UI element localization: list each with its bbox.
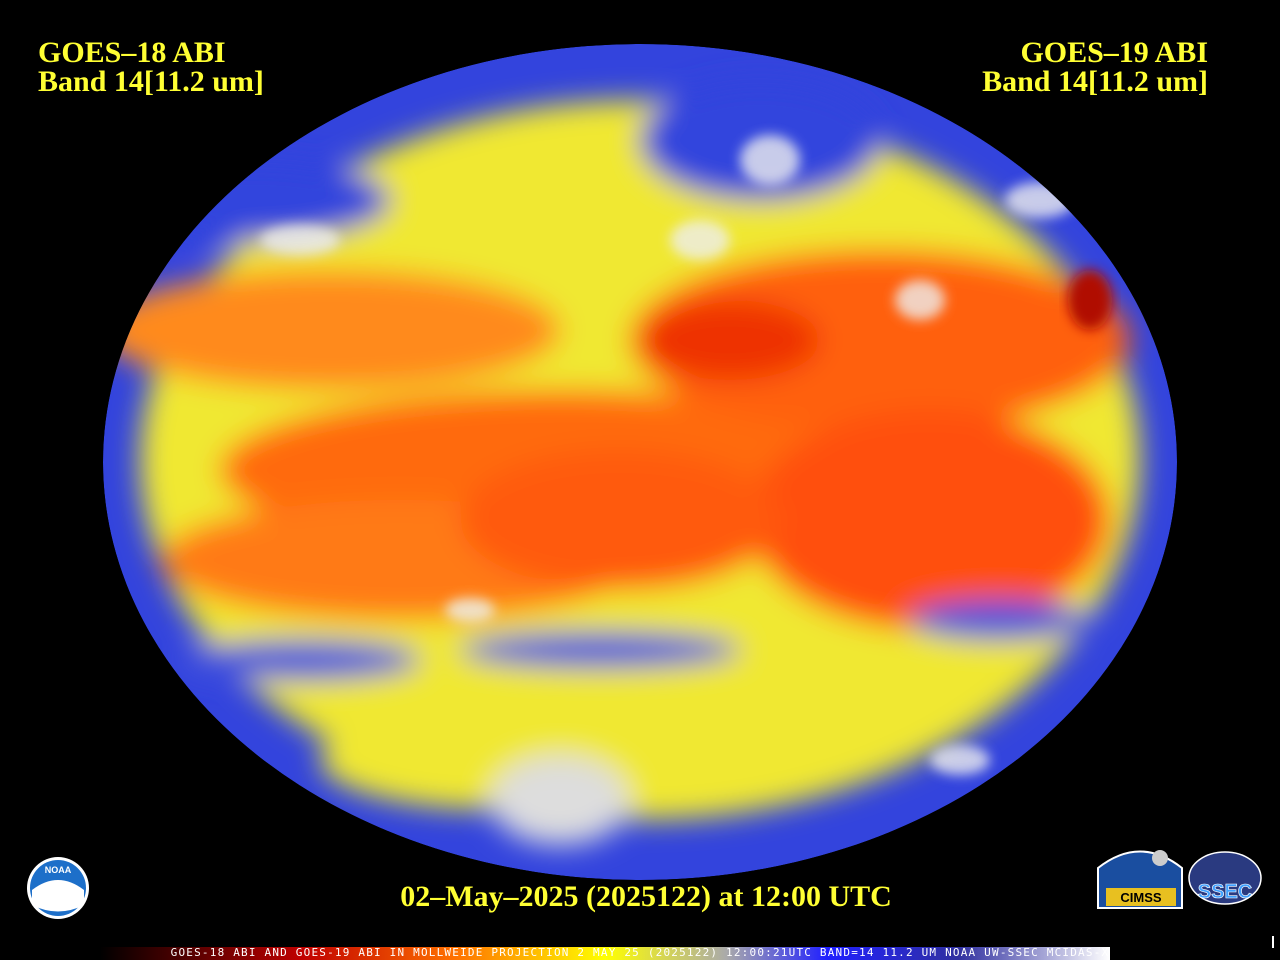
noaa-logo: NOAA: [27, 857, 89, 919]
cimss-text: CIMSS: [1120, 890, 1162, 905]
cimss-logo: CIMSS: [1097, 850, 1183, 909]
ssec-logo: SSEC: [1188, 851, 1262, 905]
globe: [103, 44, 1177, 880]
marker: [1272, 936, 1274, 948]
left-satellite: GOES–18 ABI: [38, 36, 226, 69]
timestamp: 02–May–2025 (2025122) at 12:00 UTC: [400, 880, 892, 913]
color-bar: [100, 947, 1110, 960]
left-band: Band 14[11.2 um]: [38, 65, 264, 98]
right-band: Band 14[11.2 um]: [982, 65, 1208, 98]
right-satellite: GOES–19 ABI: [1020, 36, 1208, 69]
ssec-text: SSEC: [1198, 881, 1252, 903]
noaa-text: NOAA: [45, 865, 72, 875]
footer: GOES-18 ABI AND GOES-19 ABI IN MOLLWEIDE…: [171, 946, 1110, 959]
